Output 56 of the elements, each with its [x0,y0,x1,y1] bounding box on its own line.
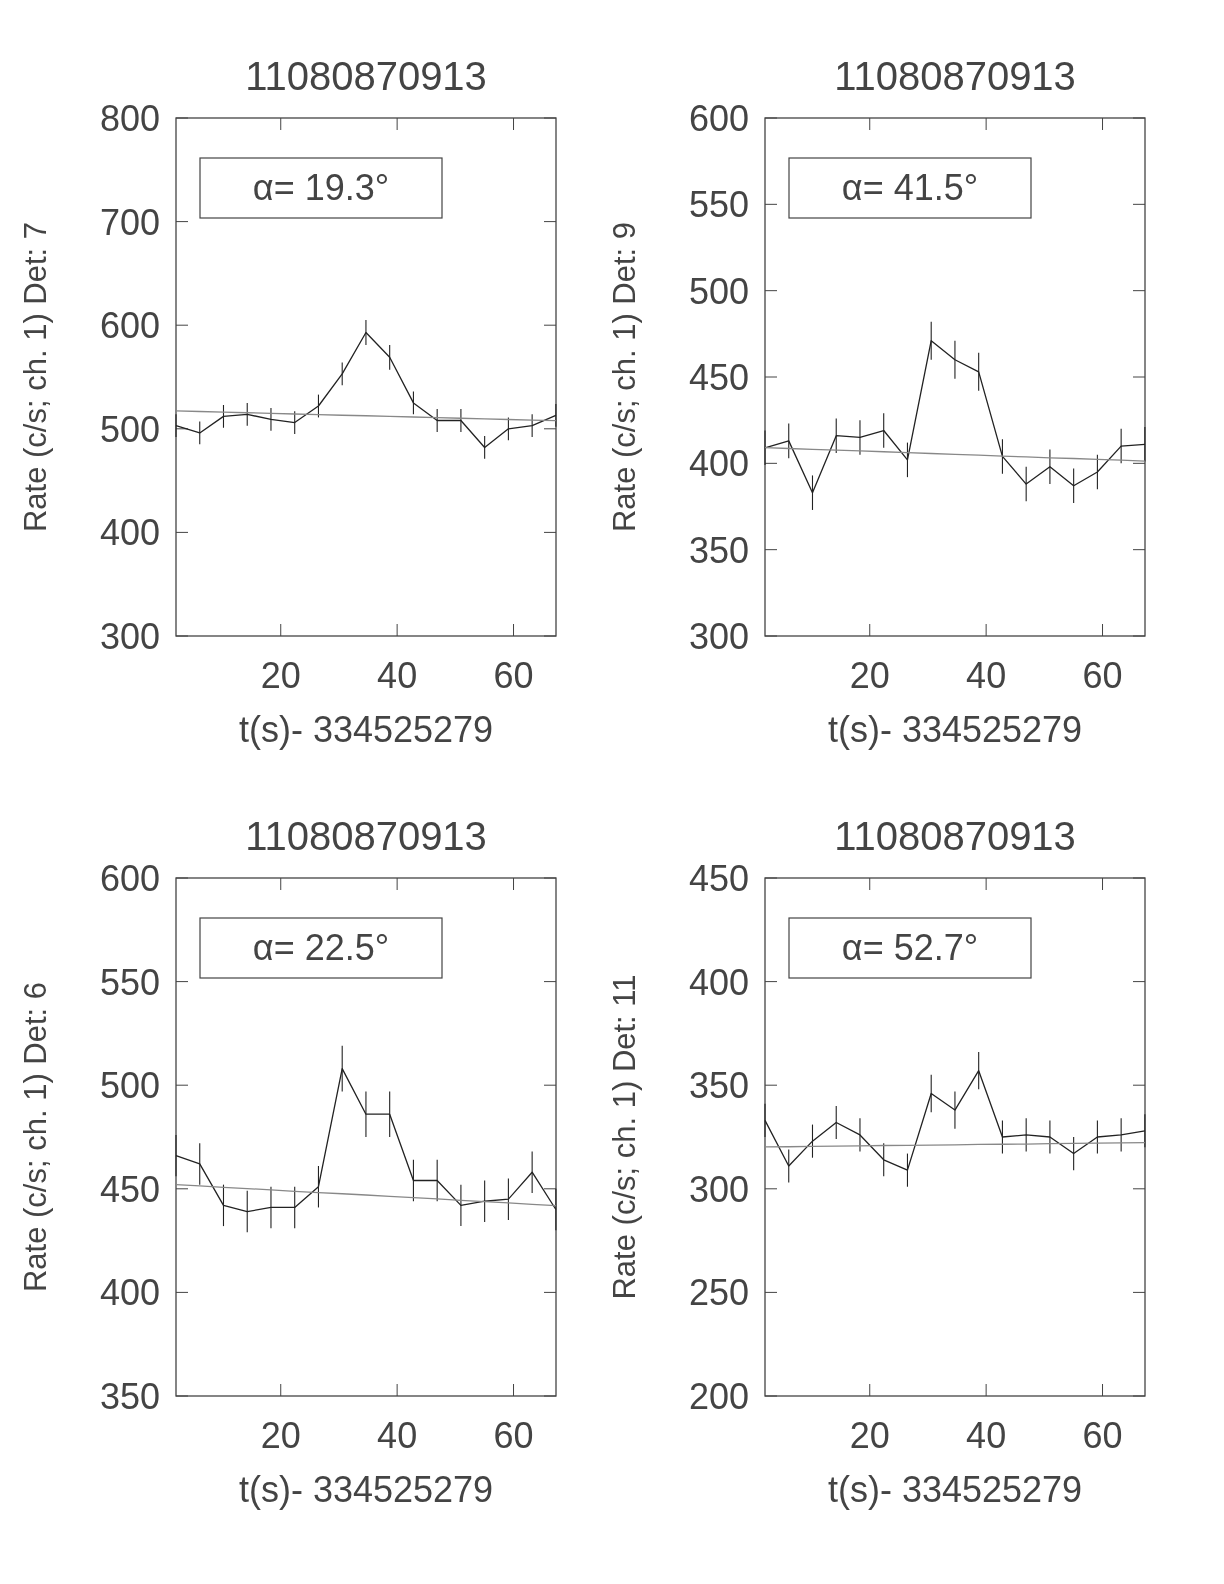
chart-title: 11080870913 [834,54,1076,98]
x-tick-label: 40 [966,1415,1007,1456]
y-tick-label: 300 [99,615,160,657]
x-tick-label: 60 [1082,1415,1123,1456]
y-tick-label: 550 [688,184,749,226]
y-tick-label: 450 [688,356,749,398]
y-tick-label: 800 [99,97,160,139]
y-tick-label: 450 [99,1168,160,1210]
y-tick-label: 300 [688,615,749,657]
y-axis-title: Rate (c/s; ch. 1) Det: 9 [607,221,642,533]
y-tick-label: 500 [688,270,749,312]
annotation: α= 41.5° [841,167,979,208]
y-axis-title: Rate (c/s; ch. 1) Det: 6 [18,981,53,1293]
x-axis-title: t(s)- 334525279 [238,709,494,750]
x-tick-label: 60 [1082,655,1123,696]
x-tick-label: 40 [377,1415,418,1456]
y-tick-label: 300 [688,1168,749,1210]
x-axis-title: t(s)- 334525279 [827,709,1083,750]
y-tick-label: 600 [99,305,160,347]
line-series [175,1184,557,1207]
y-tick-label: 500 [99,408,160,450]
x-axis-title: t(s)- 334525279 [827,1469,1083,1510]
chart-title: 11080870913 [834,814,1076,858]
y-tick-label: 600 [688,97,749,139]
y-tick-label: 400 [688,961,749,1003]
y-tick-label: 350 [688,1065,749,1107]
y-tick-label: 450 [688,857,749,899]
annotation: α= 22.5° [252,927,390,968]
y-tick-label: 250 [688,1272,749,1314]
y-tick-label: 700 [99,201,160,243]
line-series [175,410,557,422]
line-series [764,446,1146,462]
y-tick-label: 350 [99,1375,160,1417]
y-tick-label: 400 [99,1272,160,1314]
x-tick-label: 60 [493,655,534,696]
y-tick-label: 400 [99,512,160,554]
x-tick-label: 20 [849,655,890,696]
annotation: α= 52.7° [841,927,979,968]
chart-title: 11080870913 [245,54,487,98]
x-tick-label: 20 [260,1415,301,1456]
y-tick-label: 200 [688,1375,749,1417]
y-tick-label: 400 [688,443,749,485]
y-axis-title: Rate (c/s; ch. 1) Det: 7 [18,221,53,533]
x-axis-title: t(s)- 334525279 [238,1469,494,1510]
y-tick-label: 550 [99,961,160,1003]
x-tick-label: 40 [966,655,1007,696]
chart-title: 11080870913 [245,814,487,858]
y-tick-label: 500 [99,1065,160,1107]
x-tick-label: 40 [377,655,418,696]
x-tick-label: 20 [849,1415,890,1456]
x-tick-label: 20 [260,655,301,696]
y-tick-label: 350 [688,529,749,571]
annotation: α= 19.3° [252,167,390,208]
y-axis-title: Rate (c/s; ch. 1) Det: 11 [607,974,642,1300]
x-tick-label: 60 [493,1415,534,1456]
y-tick-label: 600 [99,857,160,899]
